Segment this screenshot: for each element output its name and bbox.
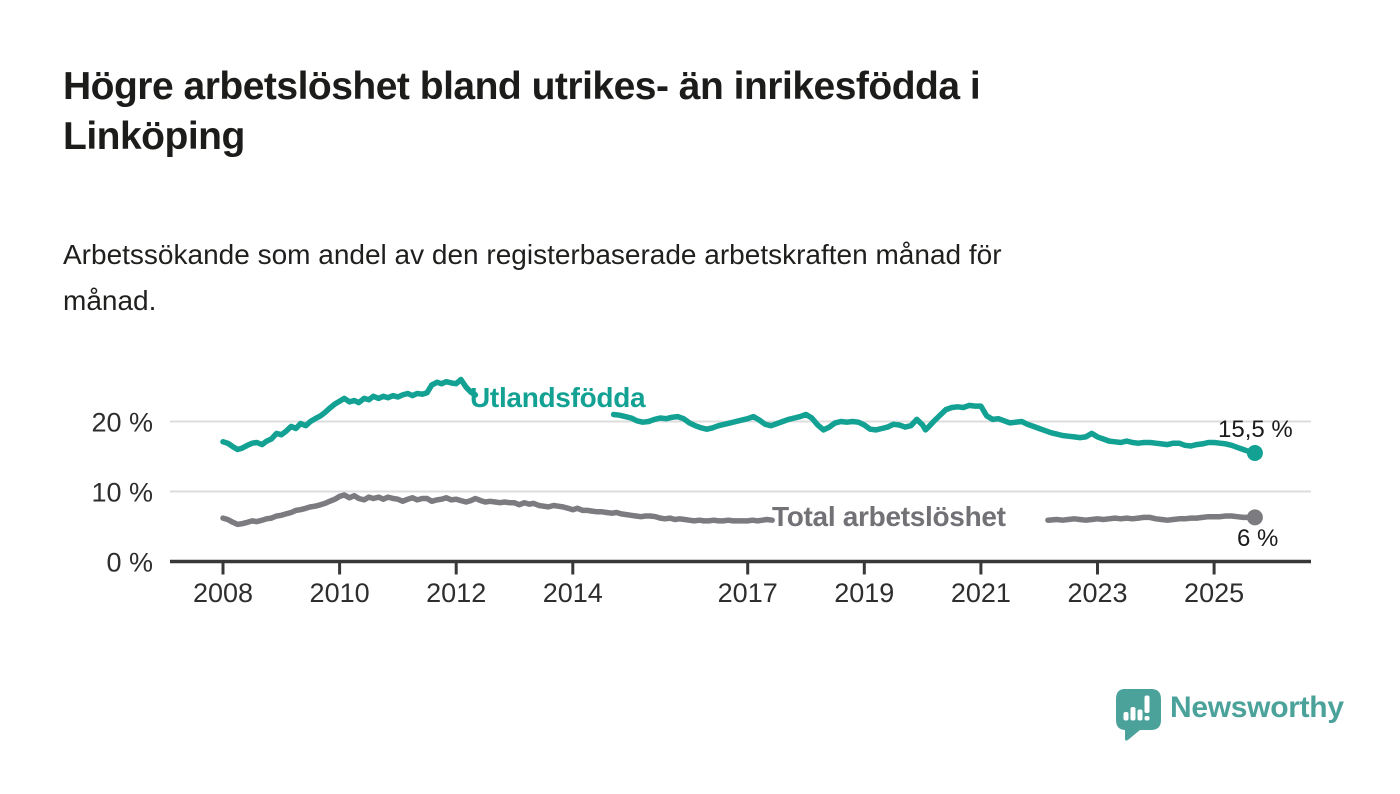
x-tick-label: 2010 <box>310 578 370 608</box>
series-line-total-arbetsloshet <box>1045 513 1258 523</box>
series-line-utlandsfodda <box>220 376 479 453</box>
chart-title: Högre arbetslöshet bland utrikes- än inr… <box>63 65 981 158</box>
x-tick-label: 2008 <box>193 578 253 608</box>
series-line-total-arbetsloshet <box>220 492 775 528</box>
axes: 2008 2010 2012 2014 2017 2019 2021 2023 2025 <box>170 559 1311 608</box>
series-line-utlandsfodda <box>610 402 1258 456</box>
y-tick-label: 10 % <box>91 478 153 508</box>
series-end-dot-total-arbetsloshet <box>1246 509 1263 526</box>
series-lines <box>220 376 1263 528</box>
x-tick-label: 2017 <box>718 578 778 608</box>
end-value-label-utlandsfodda: 15,5 % <box>1218 416 1293 443</box>
bar-chart-glyph <box>1123 695 1150 721</box>
x-tick-label: 2021 <box>951 578 1011 608</box>
x-tick-label: 2023 <box>1067 578 1127 608</box>
y-tick-label: 20 % <box>91 408 153 438</box>
x-tick-label: 2025 <box>1184 578 1244 608</box>
chart-subtitle: Arbetssökande som andel av den registerb… <box>63 239 1002 316</box>
y-tick-label: 0 % <box>106 548 153 578</box>
series-label-utlandsfodda: Utlandsfödda <box>470 382 646 413</box>
newsworthy-logo: Newsworthy <box>1112 685 1392 745</box>
end-value-label-total: 6 % <box>1237 525 1279 552</box>
x-tick-label: 2012 <box>426 578 486 608</box>
x-tick-label: 2019 <box>834 578 894 608</box>
series-label-total-arbetsloshet: Total arbetslöshet <box>772 501 1006 532</box>
newsworthy-logo-icon <box>1116 689 1161 741</box>
x-tick-label: 2014 <box>543 578 603 608</box>
newsworthy-logo-text: Newsworthy <box>1170 691 1344 724</box>
series-end-dot-utlandsfodda <box>1246 445 1263 461</box>
